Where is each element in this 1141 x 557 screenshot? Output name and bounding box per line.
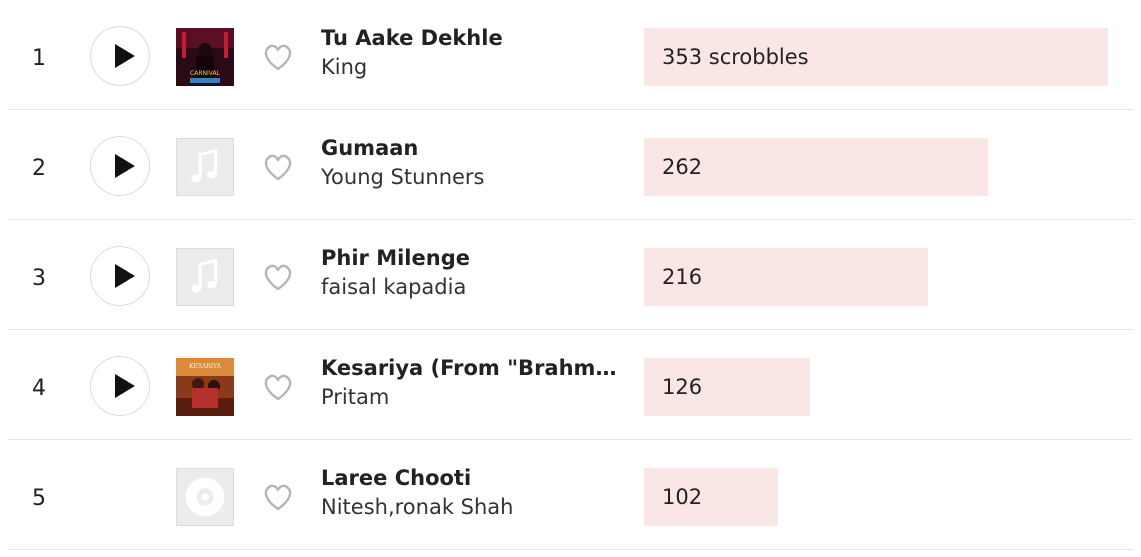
music-note-icon[interactable] <box>176 248 234 306</box>
svg-text:KESARIYA: KESARIYA <box>189 363 222 370</box>
play-icon <box>115 44 135 68</box>
svg-text:CARNIVAL: CARNIVAL <box>190 70 221 77</box>
scrobble-bar[interactable]: 126 <box>644 358 810 416</box>
track-title-link[interactable]: Tu Aake Dekhle <box>321 26 503 50</box>
scrobble-count: 353 scrobbles <box>662 45 809 69</box>
track-rank: 2 <box>32 156 46 181</box>
album-cover-carnival[interactable]: CARNIVAL <box>176 28 234 86</box>
scrobble-count: 262 <box>662 155 703 179</box>
play-icon <box>115 374 135 398</box>
track-rank: 3 <box>32 266 46 291</box>
play-button[interactable] <box>90 356 150 416</box>
scrobble-bar[interactable]: 216 <box>644 248 928 306</box>
heart-icon[interactable] <box>262 372 294 402</box>
music-note-icon[interactable] <box>176 138 234 196</box>
heart-icon[interactable] <box>262 152 294 182</box>
play-button[interactable] <box>90 26 150 86</box>
artist-link[interactable]: Young Stunners <box>321 165 485 189</box>
track-title-link[interactable]: Phir Milenge <box>321 246 470 270</box>
track-row: 3 Phir Milenge faisal kapadia 216 <box>8 220 1133 330</box>
scrobble-count: 102 <box>662 485 703 509</box>
scrobble-bar[interactable]: 102 <box>644 468 778 526</box>
scrobble-count: 216 <box>662 265 703 289</box>
track-rank: 4 <box>32 376 46 401</box>
track-title-link[interactable]: Kesariya (From "Brahma... <box>321 356 621 380</box>
heart-icon[interactable] <box>262 482 294 512</box>
play-icon <box>115 154 135 178</box>
scrobble-bar[interactable]: 353 scrobbles <box>644 28 1108 86</box>
artist-link[interactable]: King <box>321 55 368 79</box>
disc-icon[interactable] <box>176 468 234 526</box>
track-row: 5 Laree Chooti Nitesh,ronak Shah 102 <box>8 440 1133 550</box>
heart-icon[interactable] <box>262 42 294 72</box>
artist-link[interactable]: Nitesh,ronak Shah <box>321 495 514 519</box>
track-rank: 5 <box>32 486 46 511</box>
scrobble-bar[interactable]: 262 <box>644 138 988 196</box>
play-button[interactable] <box>90 246 150 306</box>
play-button[interactable] <box>90 136 150 196</box>
artist-link[interactable]: Pritam <box>321 385 390 409</box>
scrobble-count: 126 <box>662 375 703 399</box>
track-title-link[interactable]: Laree Chooti <box>321 466 472 490</box>
play-icon <box>115 264 135 288</box>
track-rank: 1 <box>32 46 46 71</box>
track-row: 4 KESARIYA Kesariya (From "Brahma... Pri… <box>8 330 1133 440</box>
track-row: 1 CARNIVAL Tu Aake Dekhle King 353 scrob… <box>8 0 1133 110</box>
track-title-link[interactable]: Gumaan <box>321 136 419 160</box>
artist-link[interactable]: faisal kapadia <box>321 275 467 299</box>
heart-icon[interactable] <box>262 262 294 292</box>
track-row: 2 Gumaan Young Stunners 262 <box>8 110 1133 220</box>
album-cover-kesariya[interactable]: KESARIYA <box>176 358 234 416</box>
